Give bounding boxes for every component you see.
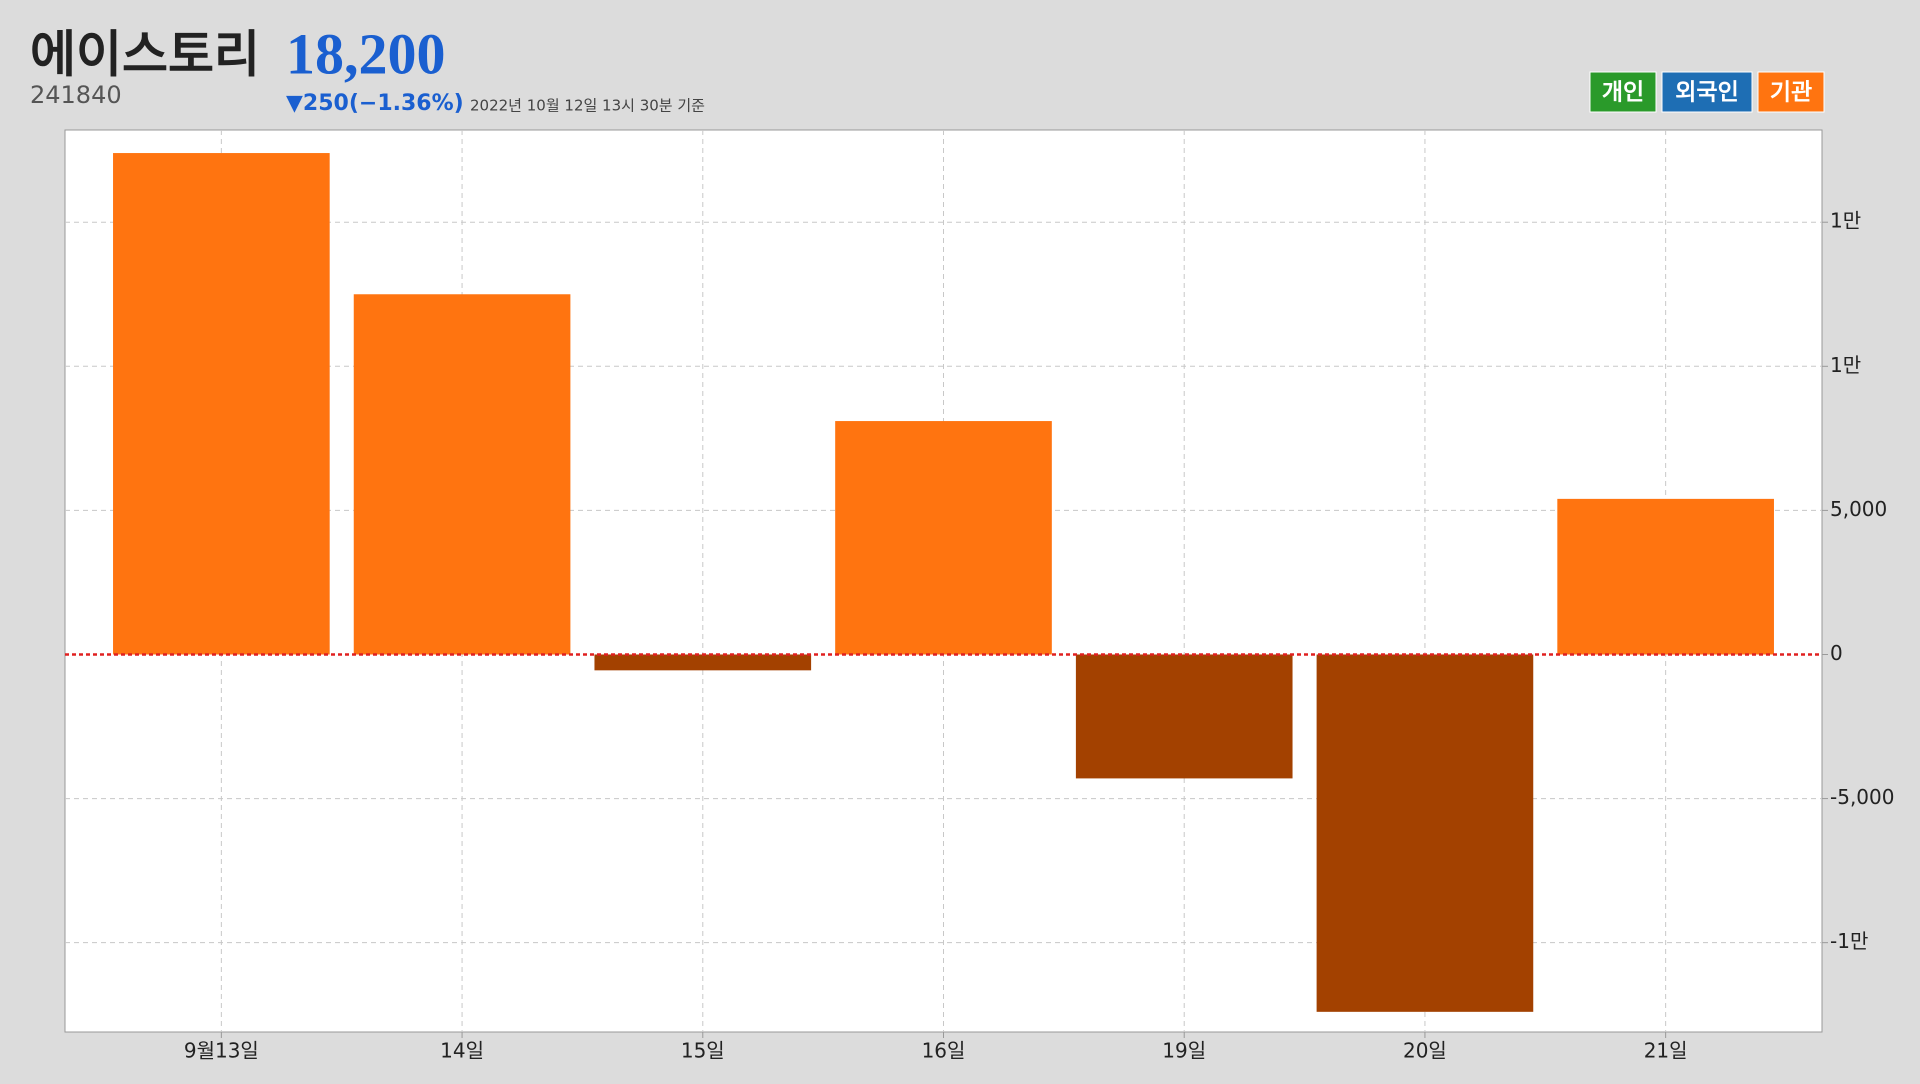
price-change: ▼250(−1.36%) xyxy=(286,91,464,116)
stock-code: 241840 xyxy=(30,81,122,109)
legend-button[interactable] xyxy=(1757,71,1825,113)
y-tick-label: 5,000 xyxy=(1830,497,1887,521)
bar xyxy=(594,654,812,671)
x-tick-label: 15일 xyxy=(681,1039,725,1063)
y-tick-label: 1만 xyxy=(1830,353,1861,377)
y-tick-label: 0 xyxy=(1830,641,1843,665)
bar xyxy=(1075,654,1293,779)
bar xyxy=(1316,654,1534,1012)
legend-label[interactable]: 기관 xyxy=(1770,80,1812,106)
price: 18,200 xyxy=(286,21,446,86)
legend-label[interactable]: 개인 xyxy=(1602,80,1644,106)
x-tick-label: 16일 xyxy=(922,1039,966,1063)
y-tick-label: 1만 xyxy=(1830,209,1861,233)
x-tick-label: 21일 xyxy=(1644,1039,1688,1063)
bar xyxy=(353,294,571,655)
y-tick-label: -1만 xyxy=(1830,929,1868,953)
chart-title: 에이스토리 xyxy=(30,26,260,84)
x-tick-label: 20일 xyxy=(1403,1039,1447,1063)
x-tick-label: 19일 xyxy=(1162,1039,1206,1063)
timestamp: 2022년 10월 12일 13시 30분 기준 xyxy=(470,97,705,115)
bar xyxy=(835,421,1052,655)
x-tick-label: 14일 xyxy=(440,1039,484,1063)
legend-label[interactable]: 외국인 xyxy=(1675,80,1738,106)
bar xyxy=(113,153,330,655)
legend-button[interactable] xyxy=(1589,71,1657,113)
legend-button[interactable] xyxy=(1661,71,1753,113)
bar xyxy=(1557,498,1774,655)
x-tick-label: 9월13일 xyxy=(184,1039,259,1063)
y-tick-label: -5,000 xyxy=(1830,785,1894,809)
